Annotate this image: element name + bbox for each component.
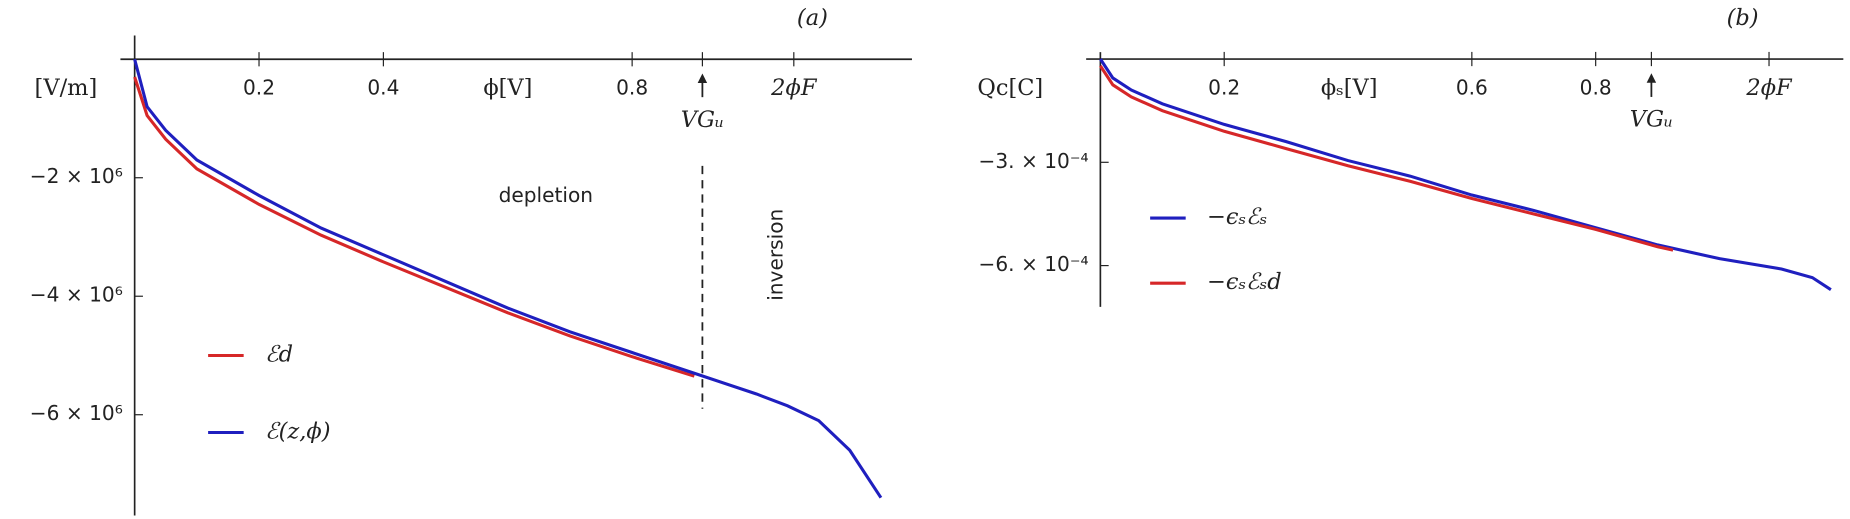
series-line [1099,65,1674,252]
y-tick-label: −4 × 10⁶ [30,283,123,307]
x-tick-label: 0.8 [1580,75,1612,99]
y-tick-label: −2 × 10⁶ [30,164,123,188]
y-axis-label: [V/m] [35,75,98,101]
arrow-head [697,73,708,83]
chart-title: (a) [797,5,828,31]
marker-label: VGᵤ [681,107,724,133]
x-tick-label: 0.8 [616,75,648,99]
y-tick-label: −6 × 10⁶ [30,401,123,425]
y-axis-label: Qc[C] [977,75,1043,101]
region-label: inversion [763,209,787,301]
x-axis-label: ϕₛ[V] [1321,75,1378,101]
x-tick-label: 0.2 [243,75,275,99]
arrow-head [1646,73,1657,83]
y-tick-label: −3. × 10⁻⁴ [978,149,1088,173]
chart-title: (b) [1727,5,1759,31]
series-line [1099,58,1832,292]
y-tick-label: −6. × 10⁻⁴ [978,252,1088,276]
series-line [133,76,695,378]
x-tick-label: 0.6 [1456,75,1488,99]
legend-label: ℰd [265,341,293,367]
legend-label: −ϵₛℰₛd [1207,269,1282,295]
series-line [133,58,883,499]
marker-label: 2ϕF [770,75,818,101]
x-axis-label: ϕ[V] [483,75,532,101]
legend-label: −ϵₛℰₛ [1207,204,1267,230]
legend-label: ℰ(z,ϕ) [265,419,331,445]
marker-label: 2ϕF [1745,75,1793,101]
x-tick-label: 0.4 [367,75,399,99]
marker-label: VGᵤ [1630,107,1673,133]
x-tick-label: 0.2 [1208,75,1240,99]
region-label: depletion [499,183,593,207]
